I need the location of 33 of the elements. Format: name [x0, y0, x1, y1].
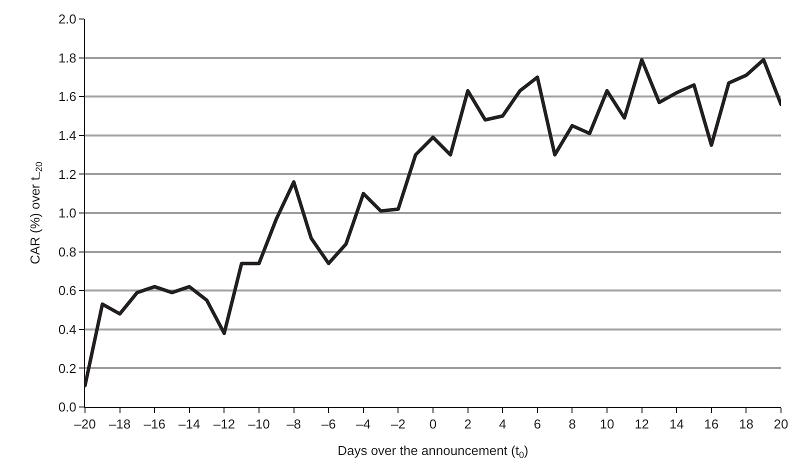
x-tick-label: –20 [74, 416, 96, 432]
x-tick-label: 18 [738, 416, 754, 432]
y-tick-label: 1.4 [58, 128, 76, 143]
x-tick-label: –18 [108, 416, 131, 432]
x-tick-label: 14 [669, 416, 684, 432]
x-axis-title: Days over the announcement (t$_{0}$) [338, 443, 528, 460]
x-tick-label: 16 [704, 416, 719, 432]
x-tick-label: –12 [213, 416, 236, 432]
y-tick-label: 0.6 [58, 283, 76, 298]
y-tick-label: 0.8 [58, 244, 76, 260]
y-tick-label: 1.2 [58, 166, 76, 182]
y-tick-label: 0.0 [58, 400, 76, 415]
y-tick-label: 0.2 [58, 360, 76, 376]
x-tick-label: –16 [144, 416, 166, 432]
x-tick-label: –2 [390, 416, 406, 432]
x-tick-label: 10 [600, 416, 614, 432]
x-tick-label: 2 [464, 416, 472, 432]
y-tick-label: 1.6 [58, 89, 76, 104]
x-tick-label: –14 [178, 416, 200, 432]
x-tick-label: 12 [634, 416, 650, 432]
x-tick-label: –6 [321, 416, 336, 432]
x-tick-label: 8 [568, 416, 576, 432]
y-tick-label: 2.0 [58, 12, 76, 27]
y-tick-label: 1.8 [58, 50, 76, 66]
x-tick-label: 0 [429, 416, 437, 432]
x-tick-label: 4 [498, 416, 506, 432]
y-tick-label: 0.4 [58, 322, 76, 337]
x-tick-label: 6 [534, 416, 542, 432]
x-tick-label: –4 [356, 416, 371, 432]
x-tick-label: 20 [774, 416, 788, 432]
x-tick-label: –8 [286, 416, 302, 432]
y-tick-label: 1.0 [58, 206, 76, 221]
x-tick-label: –10 [248, 416, 270, 432]
